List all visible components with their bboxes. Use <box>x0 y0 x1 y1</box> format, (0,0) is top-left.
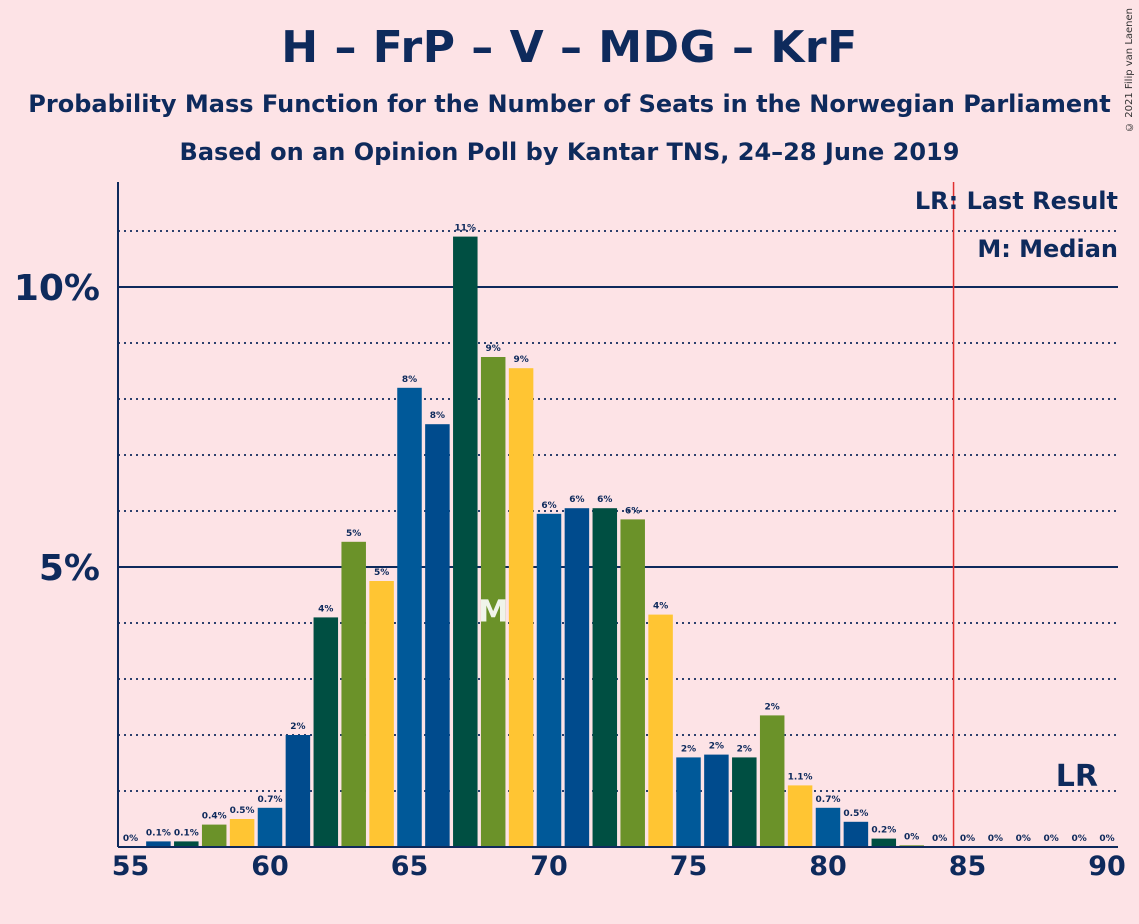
x-tick-label: 80 <box>809 851 847 882</box>
bar <box>425 424 450 847</box>
bar <box>397 387 422 847</box>
bar <box>508 368 534 847</box>
chart-subtitle: Probability Mass Function for the Number… <box>28 90 1111 118</box>
bar <box>592 508 618 847</box>
bar <box>453 236 478 848</box>
bar-value-label: 4% <box>318 604 333 614</box>
bar-value-label: 0.5% <box>843 809 868 819</box>
bar <box>871 838 897 847</box>
bar <box>480 357 506 847</box>
legend-median: M: Median <box>977 235 1118 263</box>
chart-source-line: Based on an Opinion Poll by Kantar TNS, … <box>179 138 960 166</box>
bar <box>564 508 590 847</box>
bar-value-label: 0% <box>932 834 947 844</box>
bar <box>676 757 701 847</box>
bar-value-label: 0% <box>960 834 975 844</box>
bar <box>257 807 283 847</box>
bar <box>787 785 813 847</box>
last-result-marker: LR <box>1056 759 1098 794</box>
bar <box>313 617 339 847</box>
bar <box>146 841 171 847</box>
bar-value-label: 2% <box>709 742 724 752</box>
bar-value-label: 2% <box>737 744 752 754</box>
x-tick-label: 65 <box>391 851 429 882</box>
bar-value-label: 9% <box>513 355 528 365</box>
bar-value-label: 0.5% <box>230 806 255 816</box>
bar-value-label: 6% <box>569 495 584 505</box>
bar <box>704 754 729 847</box>
bar-value-label: 4% <box>653 602 668 612</box>
bar-value-label: 0% <box>1071 834 1086 844</box>
bar <box>620 519 645 847</box>
bar-value-label: 0.7% <box>816 795 841 805</box>
x-tick-label: 60 <box>251 851 289 882</box>
bar-value-label: 2% <box>290 722 305 732</box>
y-tick-label: 10% <box>14 268 100 309</box>
bar-value-label: 0% <box>1099 834 1114 844</box>
bar <box>648 614 673 847</box>
x-tick-label: 75 <box>670 851 708 882</box>
x-tick-label: 70 <box>530 851 568 882</box>
bar-value-label: 0% <box>904 832 919 842</box>
y-tick-label: 5% <box>39 548 100 589</box>
bar-value-label: 0% <box>1016 834 1031 844</box>
bar-value-label: 11% <box>455 224 477 234</box>
bar-value-label: 6% <box>625 506 640 516</box>
median-marker: M <box>478 595 508 630</box>
bar <box>341 541 366 847</box>
bar-value-label: 2% <box>765 702 780 712</box>
bar-value-label: 9% <box>486 344 501 354</box>
bar-value-label: 0.7% <box>258 795 283 805</box>
bar <box>285 735 311 847</box>
bar-value-label: 0% <box>988 834 1003 844</box>
bar <box>229 819 255 847</box>
bar-value-label: 0% <box>123 834 138 844</box>
x-tick-label: 55 <box>112 851 150 882</box>
bar-value-label: 0.1% <box>146 828 171 838</box>
bar-value-label: 1.1% <box>788 772 813 782</box>
chart-title: H – FrP – V – MDG – KrF <box>281 22 858 73</box>
bar <box>732 757 757 847</box>
bar-value-label: 5% <box>346 529 361 539</box>
bar-value-label: 8% <box>402 375 417 385</box>
bar-value-label: 0.4% <box>202 812 227 822</box>
bar-value-label: 0% <box>1044 834 1059 844</box>
bar <box>815 807 841 847</box>
bar-value-label: 0.2% <box>871 826 896 836</box>
bar <box>201 824 227 847</box>
bar-value-label: 0.1% <box>174 828 199 838</box>
bar <box>843 821 869 847</box>
legend-last-result: LR: Last Result <box>915 187 1118 215</box>
bar <box>759 715 785 847</box>
bar <box>369 581 394 847</box>
x-tick-label: 85 <box>949 851 987 882</box>
bar-value-label: 6% <box>597 495 612 505</box>
bar-value-label: 2% <box>681 744 696 754</box>
bar-value-label: 8% <box>430 411 445 421</box>
bar <box>536 513 562 847</box>
bar-value-label: 6% <box>541 501 556 511</box>
bar <box>174 841 199 847</box>
x-tick-label: 90 <box>1088 851 1126 882</box>
bar-value-label: 5% <box>374 568 389 578</box>
